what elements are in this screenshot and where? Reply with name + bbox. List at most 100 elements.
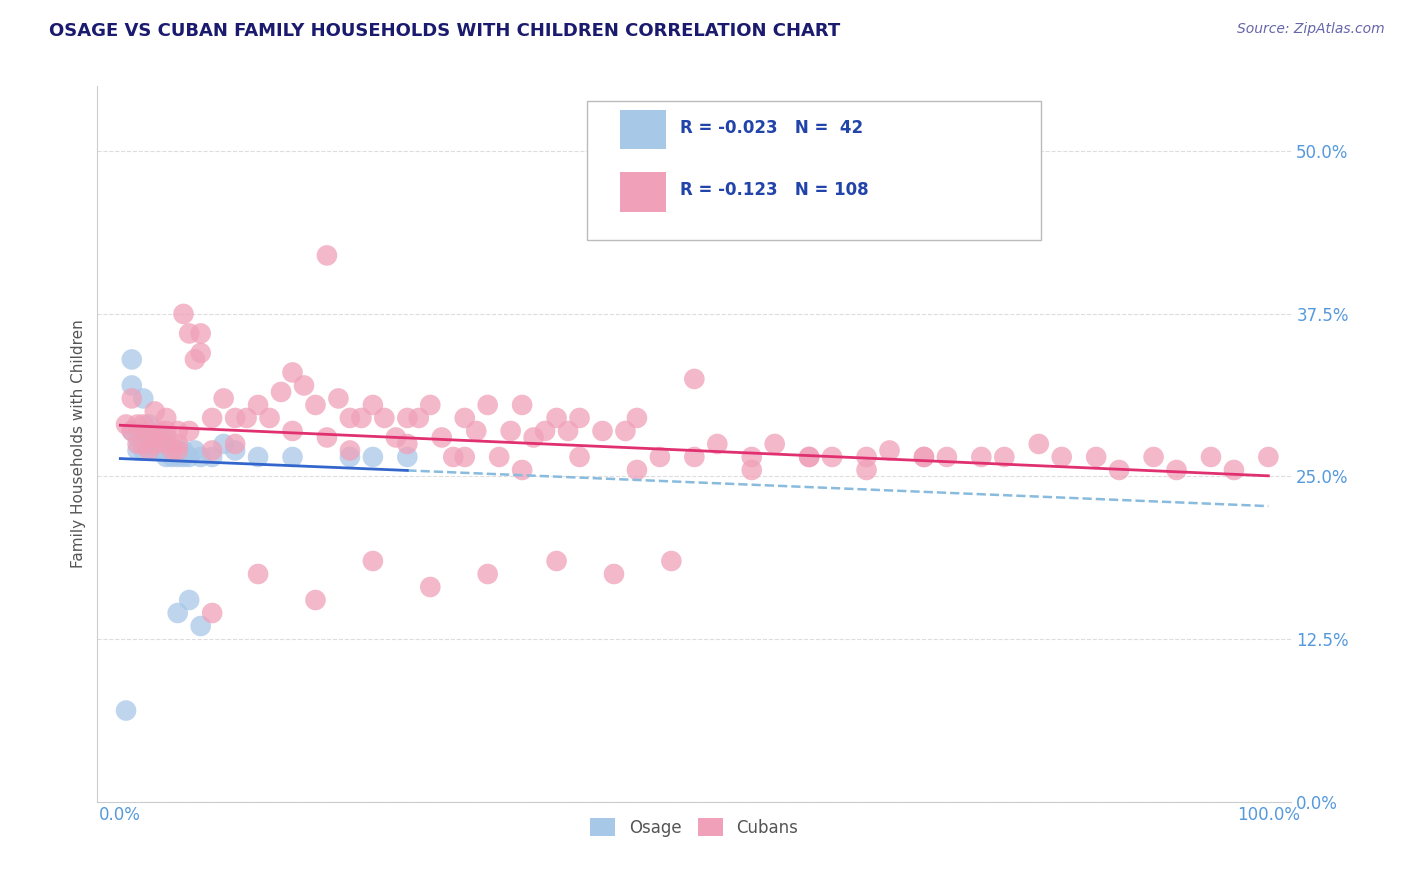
Point <box>247 450 270 464</box>
Point <box>328 392 350 406</box>
Point <box>132 443 155 458</box>
Point <box>143 437 166 451</box>
Point <box>339 411 361 425</box>
Point <box>477 567 499 582</box>
Point <box>661 554 683 568</box>
Point <box>488 450 510 464</box>
Point <box>465 424 488 438</box>
Point <box>201 606 224 620</box>
Point <box>190 346 212 360</box>
Point <box>626 411 648 425</box>
Point <box>568 411 591 425</box>
Point <box>546 411 568 425</box>
Legend: Osage, Cubans: Osage, Cubans <box>583 812 804 843</box>
Point <box>339 443 361 458</box>
Point <box>993 450 1015 464</box>
Point <box>138 417 160 432</box>
Point <box>138 443 160 458</box>
Point <box>763 437 786 451</box>
Point <box>155 424 177 438</box>
Point <box>155 437 177 451</box>
Point <box>855 450 877 464</box>
Point <box>648 450 671 464</box>
Point <box>121 352 143 367</box>
Point <box>499 424 522 438</box>
Point <box>235 411 257 425</box>
Point <box>1108 463 1130 477</box>
Point <box>132 437 155 451</box>
Point <box>396 437 419 451</box>
Point <box>1257 450 1279 464</box>
Point <box>121 378 143 392</box>
Point <box>706 437 728 451</box>
Point <box>143 430 166 444</box>
Point <box>316 430 339 444</box>
Point <box>127 443 149 458</box>
Point <box>408 411 430 425</box>
Point <box>1085 450 1108 464</box>
Point <box>510 398 533 412</box>
Point <box>172 443 194 458</box>
Point <box>190 450 212 464</box>
Point <box>855 463 877 477</box>
Point <box>166 450 188 464</box>
Point <box>166 443 188 458</box>
Point <box>430 430 453 444</box>
Point <box>281 450 304 464</box>
Point <box>683 372 706 386</box>
Point <box>741 450 763 464</box>
Point <box>741 463 763 477</box>
Point <box>454 411 477 425</box>
Point <box>138 443 160 458</box>
Point <box>568 450 591 464</box>
Point <box>454 450 477 464</box>
Point <box>821 450 844 464</box>
Text: OSAGE VS CUBAN FAMILY HOUSEHOLDS WITH CHILDREN CORRELATION CHART: OSAGE VS CUBAN FAMILY HOUSEHOLDS WITH CH… <box>49 22 841 40</box>
Point <box>179 424 201 438</box>
FancyBboxPatch shape <box>620 172 665 211</box>
Point <box>138 430 160 444</box>
Point <box>160 443 183 458</box>
Point <box>201 443 224 458</box>
Point <box>396 411 419 425</box>
Point <box>155 411 177 425</box>
Point <box>270 384 292 399</box>
Point <box>190 326 212 341</box>
Point <box>172 307 194 321</box>
Point <box>510 463 533 477</box>
Point <box>304 398 326 412</box>
Point <box>350 411 373 425</box>
Point <box>172 450 194 464</box>
Point <box>155 437 177 451</box>
Point <box>259 411 281 425</box>
Point <box>419 398 441 412</box>
Point <box>247 398 270 412</box>
Point <box>534 424 557 438</box>
FancyBboxPatch shape <box>620 110 665 149</box>
Point <box>970 450 993 464</box>
Point <box>361 554 384 568</box>
Point <box>361 398 384 412</box>
Point <box>166 424 188 438</box>
Point <box>523 430 546 444</box>
Point <box>797 450 820 464</box>
Point <box>179 593 201 607</box>
Point <box>912 450 935 464</box>
Point <box>224 443 246 458</box>
Point <box>132 417 155 432</box>
Point <box>912 450 935 464</box>
Point <box>396 450 419 464</box>
Point <box>201 450 224 464</box>
Point <box>683 450 706 464</box>
Point <box>179 450 201 464</box>
Point <box>143 443 166 458</box>
Point <box>292 378 315 392</box>
Point <box>477 398 499 412</box>
Point <box>373 411 395 425</box>
Point <box>1199 450 1222 464</box>
Text: Source: ZipAtlas.com: Source: ZipAtlas.com <box>1237 22 1385 37</box>
Point <box>155 450 177 464</box>
Point <box>1142 450 1164 464</box>
Point <box>281 424 304 438</box>
Point <box>546 554 568 568</box>
